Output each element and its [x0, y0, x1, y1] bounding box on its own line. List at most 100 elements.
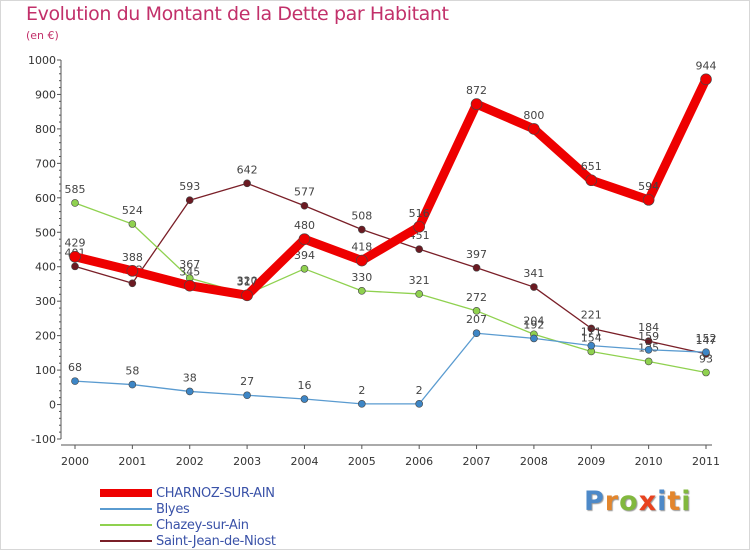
data-label: 524 — [122, 204, 143, 217]
logo-letter: x — [638, 486, 658, 517]
series-line — [74, 182, 707, 355]
data-point — [644, 345, 653, 354]
series-line — [74, 202, 707, 374]
data-label: 27 — [240, 375, 254, 388]
data-point — [298, 233, 311, 245]
x-tick-label: 2001 — [118, 455, 146, 468]
y-tick-label: 100 — [35, 364, 56, 377]
data-point — [241, 289, 253, 302]
x-tick-label: 2005 — [348, 455, 376, 468]
data-label: 317 — [237, 275, 258, 288]
data-label: 58 — [125, 365, 139, 378]
data-point — [300, 264, 309, 273]
legend-swatch — [100, 489, 152, 497]
data-label: 418 — [351, 241, 372, 254]
line-chart: -100 0 100 200 300 400 500 600 700 800 900 1000 2000… — [28, 54, 720, 468]
legend-item-charnoz: CHARNOZ-SUR-AIN — [100, 485, 276, 501]
logo-letter: i — [657, 486, 668, 517]
legend: CHARNOZ-SUR-AIN Blyes Chazey-sur-Ain Sai… — [100, 485, 276, 549]
data-label: 367 — [179, 258, 200, 271]
data-label: 394 — [294, 249, 315, 262]
x-tick-label: 2004 — [290, 455, 318, 468]
data-label: 154 — [581, 331, 602, 344]
x-tick-label: 2008 — [520, 455, 548, 468]
data-label: 68 — [68, 361, 82, 374]
data-point — [183, 279, 196, 292]
x-tick-label: 2003 — [233, 455, 261, 468]
data-point — [702, 348, 710, 356]
x-tick-label: 2000 — [61, 455, 89, 468]
logo-letter: t — [667, 486, 682, 517]
data-label: 2 — [416, 384, 423, 397]
logo-letter: o — [619, 486, 639, 517]
data-point — [415, 400, 423, 408]
proxiti-logo: Proxiti — [584, 486, 692, 517]
data-point — [472, 263, 481, 272]
x-tick-label: 2006 — [405, 455, 433, 468]
data-label: 397 — [466, 248, 487, 261]
y-tick-label: -100 — [31, 433, 56, 446]
y-tick-label: 400 — [35, 261, 56, 274]
legend-swatch — [100, 540, 152, 542]
data-point — [644, 357, 653, 366]
y-tick-label: 900 — [35, 88, 56, 101]
y-tick-label: 700 — [35, 157, 56, 170]
data-label: 594 — [638, 180, 659, 193]
data-label: 93 — [699, 353, 713, 366]
data-point — [587, 324, 596, 333]
data-point — [69, 250, 81, 263]
data-point — [470, 98, 483, 110]
data-point — [530, 334, 538, 343]
data-point — [358, 287, 366, 295]
data-point — [700, 73, 712, 86]
logo-letter: P — [584, 486, 605, 517]
y-tick-label: 200 — [35, 330, 56, 343]
data-point — [413, 220, 425, 233]
data-label: 171 — [581, 326, 602, 339]
data-point — [528, 123, 540, 135]
data-label: 184 — [638, 321, 659, 334]
data-label: 207 — [466, 313, 487, 326]
data-point — [71, 262, 79, 271]
data-label: 872 — [466, 84, 487, 97]
y-tick-label: 800 — [35, 123, 56, 136]
data-point — [243, 391, 251, 400]
data-point — [128, 380, 137, 389]
y-tick-label: 0 — [49, 399, 56, 412]
data-point — [358, 225, 366, 234]
data-point — [300, 395, 309, 403]
y-tick-label: 500 — [35, 226, 56, 239]
data-point — [644, 337, 653, 345]
series-line — [74, 332, 707, 405]
data-point — [587, 341, 596, 350]
chart-subtitle: (en €) — [26, 29, 59, 42]
data-point — [126, 265, 139, 277]
data-label: 345 — [179, 266, 200, 279]
data-point — [185, 196, 194, 205]
data-label: 147 — [696, 334, 717, 347]
data-label: 341 — [523, 267, 544, 280]
legend-swatch — [100, 524, 152, 526]
data-label: 800 — [523, 109, 544, 122]
data-label: 508 — [351, 210, 372, 223]
legend-label: Saint-Jean-de-Niost — [156, 533, 276, 549]
data-label: 585 — [65, 183, 86, 196]
legend-label: CHARNOZ-SUR-AIN — [156, 485, 275, 501]
x-tick-label: 2011 — [692, 455, 720, 468]
data-label: 593 — [179, 180, 200, 193]
data-point — [358, 400, 366, 408]
y-tick-label: 600 — [35, 192, 56, 205]
legend-item-chazey: Chazey-sur-Ain — [100, 517, 276, 533]
data-point — [415, 245, 423, 253]
legend-item-blyes: Blyes — [100, 501, 276, 517]
data-label: 330 — [351, 271, 372, 284]
data-label: 642 — [237, 163, 258, 176]
x-tick-label: 2010 — [635, 455, 663, 468]
logo-letter: r — [604, 486, 620, 517]
data-label: 221 — [581, 308, 602, 321]
data-label: 321 — [409, 274, 430, 287]
legend-item-saint-jean: Saint-Jean-de-Niost — [100, 533, 276, 549]
legend-label: Blyes — [156, 501, 190, 517]
legend-swatch — [100, 508, 152, 510]
